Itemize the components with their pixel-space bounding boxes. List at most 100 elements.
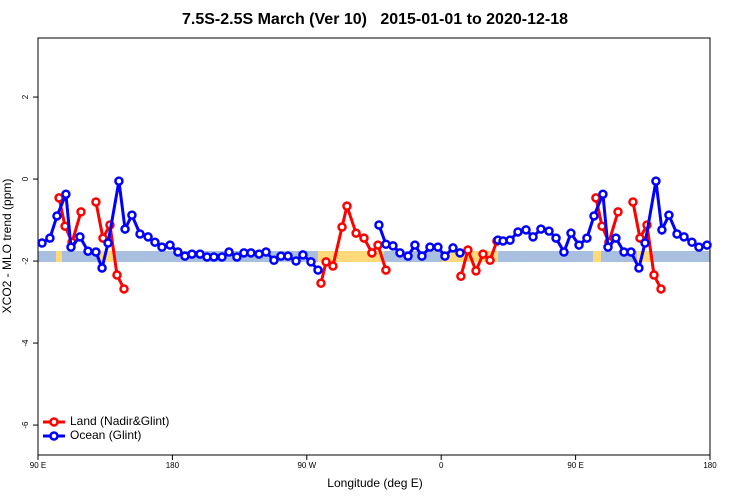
x-tick-label: 90 W — [297, 461, 316, 470]
data-point — [61, 189, 71, 199]
data-point — [75, 232, 85, 242]
x-tick-label: 180 — [703, 461, 717, 470]
data-point — [337, 222, 347, 232]
data-point — [261, 247, 271, 257]
data-point — [209, 252, 219, 262]
data-point — [463, 245, 473, 255]
chart-title: 7.5S-2.5S March (Ver 10) 2015-01-01 to 2… — [182, 11, 568, 28]
data-point — [217, 252, 227, 262]
data-point — [316, 278, 326, 288]
legend-label: Ocean (Glint) — [70, 428, 141, 442]
data-point — [657, 225, 667, 235]
legend-marker — [49, 417, 59, 427]
data-point — [603, 242, 613, 252]
data-point — [649, 270, 659, 280]
legend-label: Land (Nadir&Glint) — [70, 414, 169, 428]
data-point — [52, 211, 62, 221]
data-point — [224, 247, 234, 257]
data-point — [269, 255, 279, 265]
data-point — [306, 257, 316, 267]
legend-marker — [49, 431, 59, 441]
series-line — [57, 197, 663, 290]
data-point — [187, 249, 197, 259]
data-point — [634, 263, 644, 273]
data-point — [417, 251, 427, 261]
data-point — [54, 193, 64, 203]
data-point — [66, 242, 76, 252]
data-point — [626, 247, 636, 257]
data-point — [165, 240, 175, 250]
x-tick-label: 0 — [439, 461, 444, 470]
data-point — [425, 242, 435, 252]
data-point — [559, 247, 569, 257]
x-tick-label: 90 E — [30, 461, 46, 470]
data-point — [157, 242, 167, 252]
data-point — [395, 248, 405, 258]
data-point — [598, 189, 608, 199]
data-point — [471, 266, 481, 276]
y-tick-label: -4 — [21, 339, 30, 347]
data-point — [505, 235, 515, 245]
data-point — [45, 233, 55, 243]
data-point — [388, 241, 398, 251]
data-point — [135, 229, 145, 239]
data-point — [628, 197, 638, 207]
data-point — [103, 238, 113, 248]
data-point — [448, 243, 458, 253]
data-point — [591, 193, 601, 203]
data-point — [403, 251, 413, 261]
data-point — [544, 226, 554, 236]
data-point — [613, 207, 623, 217]
data-point — [359, 233, 369, 243]
data-point — [321, 257, 331, 267]
data-point — [83, 246, 93, 256]
data-point — [76, 207, 86, 217]
data-point — [694, 242, 704, 252]
data-point — [574, 240, 584, 250]
data-point — [143, 232, 153, 242]
data-point — [478, 249, 488, 259]
y-axis-label: XCO2 - MLO trend (ppm) — [0, 179, 14, 314]
data-point — [342, 201, 352, 211]
data-point — [37, 238, 47, 248]
data-point — [313, 265, 323, 275]
data-point — [702, 240, 712, 250]
data-point — [374, 220, 384, 230]
data-point — [120, 224, 130, 234]
data-point — [656, 284, 666, 294]
data-point — [367, 248, 377, 258]
data-point — [679, 232, 689, 242]
data-point — [528, 232, 538, 242]
data-point — [687, 237, 697, 247]
data-point — [440, 251, 450, 261]
data-point — [485, 255, 495, 265]
data-point — [112, 270, 122, 280]
data-point — [551, 233, 561, 243]
data-point — [455, 248, 465, 258]
data-point — [611, 233, 621, 243]
data-point — [283, 251, 293, 261]
y-tick-label: -6 — [21, 421, 30, 429]
x-tick-label: 90 E — [567, 461, 583, 470]
x-tick-label: 180 — [166, 461, 180, 470]
x-axis-label: Longitude (deg E) — [327, 476, 422, 490]
data-point — [651, 176, 661, 186]
y-tick-label: -2 — [21, 257, 30, 265]
data-point — [127, 210, 137, 220]
data-point — [640, 238, 650, 248]
data-point — [232, 252, 242, 262]
data-point — [373, 240, 383, 250]
y-tick-label: 2 — [21, 94, 30, 99]
data-point — [328, 261, 338, 271]
data-point — [566, 228, 576, 238]
data-point — [589, 211, 599, 221]
data-point — [536, 224, 546, 234]
data-point — [456, 271, 466, 281]
data-point — [351, 228, 361, 238]
data-point — [433, 242, 443, 252]
data-point — [664, 210, 674, 220]
data-point — [582, 233, 592, 243]
data-point — [119, 284, 129, 294]
data-point — [91, 247, 101, 257]
